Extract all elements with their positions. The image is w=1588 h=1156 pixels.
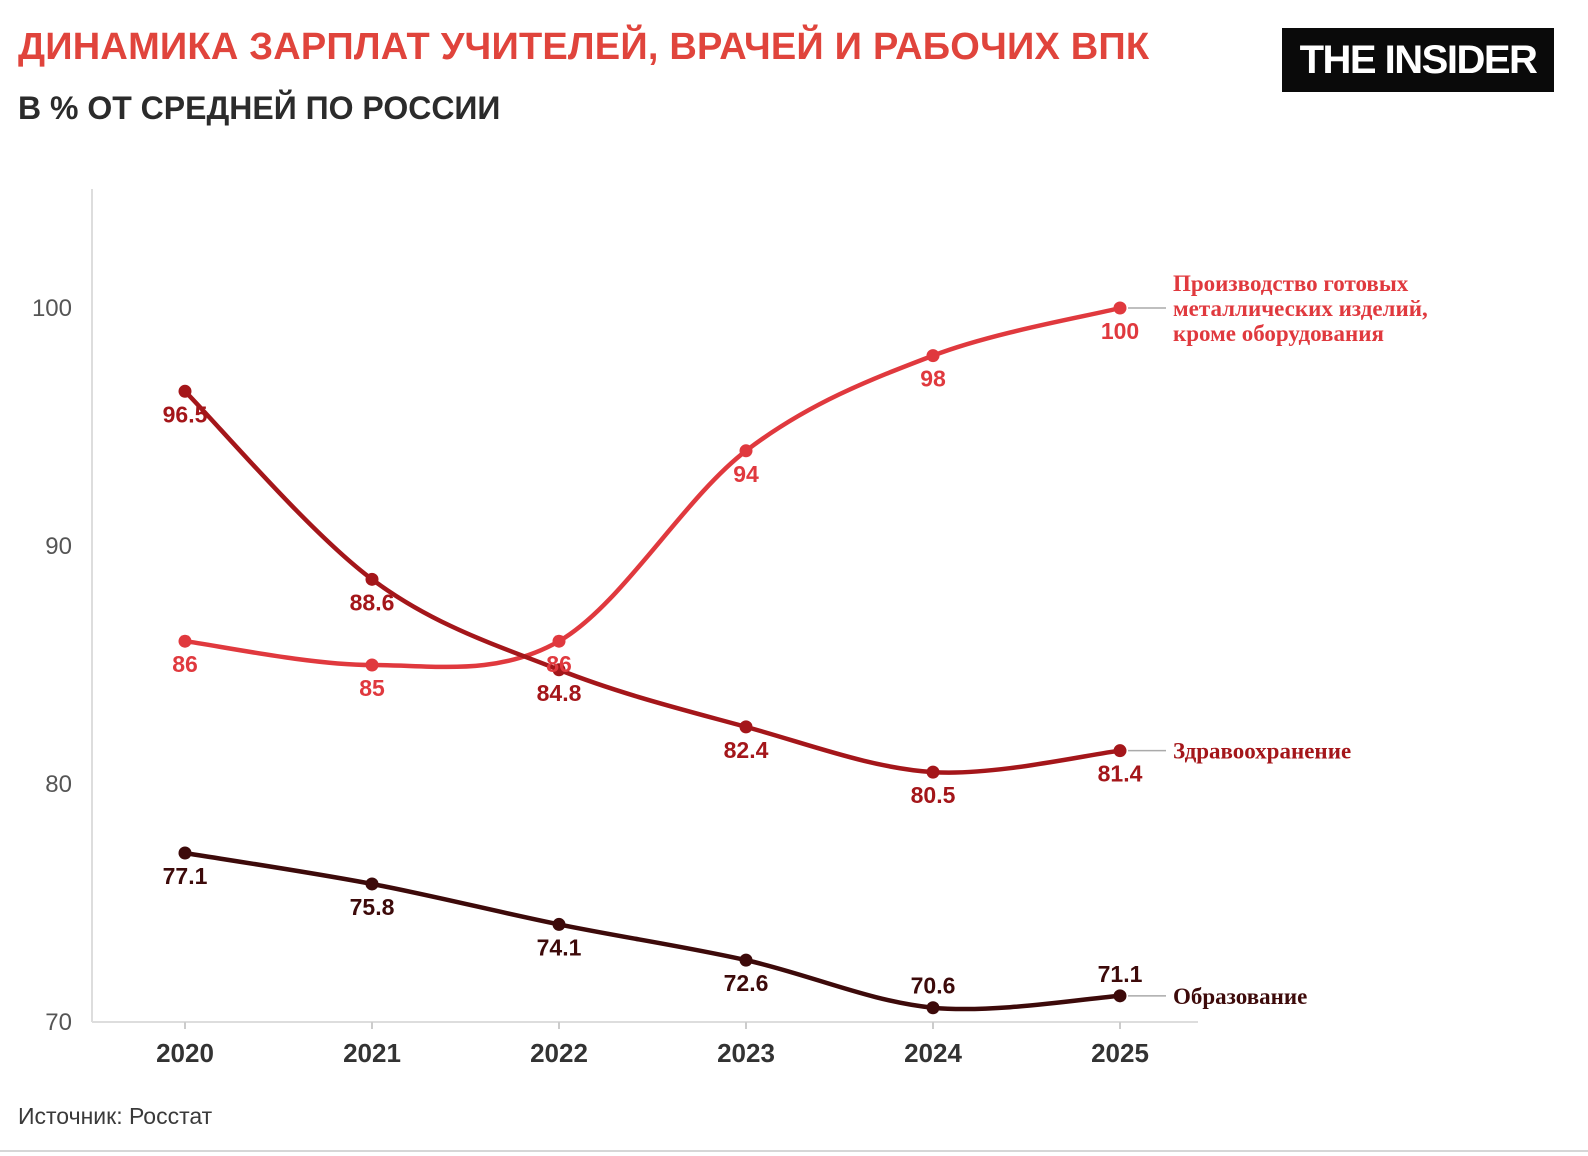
data-point xyxy=(178,634,192,648)
data-point xyxy=(926,349,940,363)
y-tick-label: 70 xyxy=(45,1009,72,1036)
x-tick-label: 2024 xyxy=(904,1038,962,1068)
data-point xyxy=(739,720,753,734)
data-point xyxy=(178,384,192,398)
data-point xyxy=(739,953,753,967)
data-point xyxy=(178,846,192,860)
chart-subtitle: В % ОТ СРЕДНЕЙ ПО РОССИИ xyxy=(18,90,501,126)
x-tick-label: 2022 xyxy=(530,1038,588,1068)
data-label: 80.5 xyxy=(911,782,956,808)
y-tick-label: 90 xyxy=(45,533,72,560)
data-point xyxy=(365,658,379,672)
data-label: 72.6 xyxy=(724,970,769,996)
data-label: 81.4 xyxy=(1098,761,1143,787)
data-point xyxy=(552,634,566,648)
data-label: 82.4 xyxy=(724,737,769,763)
data-point xyxy=(552,917,566,931)
series-name-line: металлических изделий, xyxy=(1173,296,1428,321)
series-name-label: Здравоохранение xyxy=(1173,739,1351,764)
data-point xyxy=(1113,301,1127,315)
series-line xyxy=(182,850,1123,1012)
series-line xyxy=(182,305,1123,670)
data-label: 100 xyxy=(1101,318,1139,344)
data-label: 75.8 xyxy=(350,894,395,920)
data-label: 85 xyxy=(359,675,385,701)
data-point xyxy=(926,765,940,779)
series-name-label: Образование xyxy=(1173,984,1307,1009)
series-line xyxy=(182,389,1123,775)
data-point xyxy=(926,1001,940,1015)
the-insider-logo: THE INSIDER xyxy=(1282,28,1554,92)
series-lines xyxy=(182,305,1123,1012)
series-name-line: Образование xyxy=(1173,984,1307,1009)
source-note: Источник: Росстат xyxy=(18,1103,213,1129)
data-point xyxy=(552,663,566,677)
series-points xyxy=(178,301,1127,1015)
data-label: 84.8 xyxy=(537,680,582,706)
data-label: 94 xyxy=(733,461,759,487)
data-label: 86 xyxy=(172,651,198,677)
series-name-line: Производство готовых xyxy=(1173,271,1409,296)
data-label: 98 xyxy=(920,366,946,392)
data-point xyxy=(365,877,379,891)
data-point xyxy=(739,444,753,458)
x-tick-label: 2025 xyxy=(1091,1038,1149,1068)
y-tick-label: 80 xyxy=(45,771,72,798)
data-label: 70.6 xyxy=(911,973,956,999)
data-label: 86 xyxy=(546,651,572,677)
bottom-divider xyxy=(0,1150,1588,1152)
data-labels: 86 85 86 94 98 100 Производство готовых металли… xyxy=(163,271,1428,1009)
series-name-label: Производство готовых металлических издели… xyxy=(1173,271,1428,346)
x-tick-label: 2021 xyxy=(343,1038,401,1068)
data-label: 88.6 xyxy=(350,589,395,615)
y-tick-label: 100 xyxy=(32,295,72,322)
chart-title: ДИНАМИКА ЗАРПЛАТ УЧИТЕЛЕЙ, ВРАЧЕЙ И РАБО… xyxy=(18,26,1150,68)
data-label: 74.1 xyxy=(537,934,582,960)
data-point xyxy=(1113,989,1127,1003)
data-label: 96.5 xyxy=(163,401,208,427)
data-point xyxy=(365,572,379,586)
data-label: 77.1 xyxy=(163,863,208,889)
x-tick-label: 2020 xyxy=(156,1038,214,1068)
data-point xyxy=(1113,744,1127,758)
series-name-line: кроме оборудования xyxy=(1173,321,1384,346)
x-tick-label: 2023 xyxy=(717,1038,775,1068)
series-name-line: Здравоохранение xyxy=(1173,739,1351,764)
data-label: 71.1 xyxy=(1098,961,1143,987)
chart-axes: 70 80 90 100 2020 2021 2022 2023 2024 2025 xyxy=(32,189,1198,1068)
